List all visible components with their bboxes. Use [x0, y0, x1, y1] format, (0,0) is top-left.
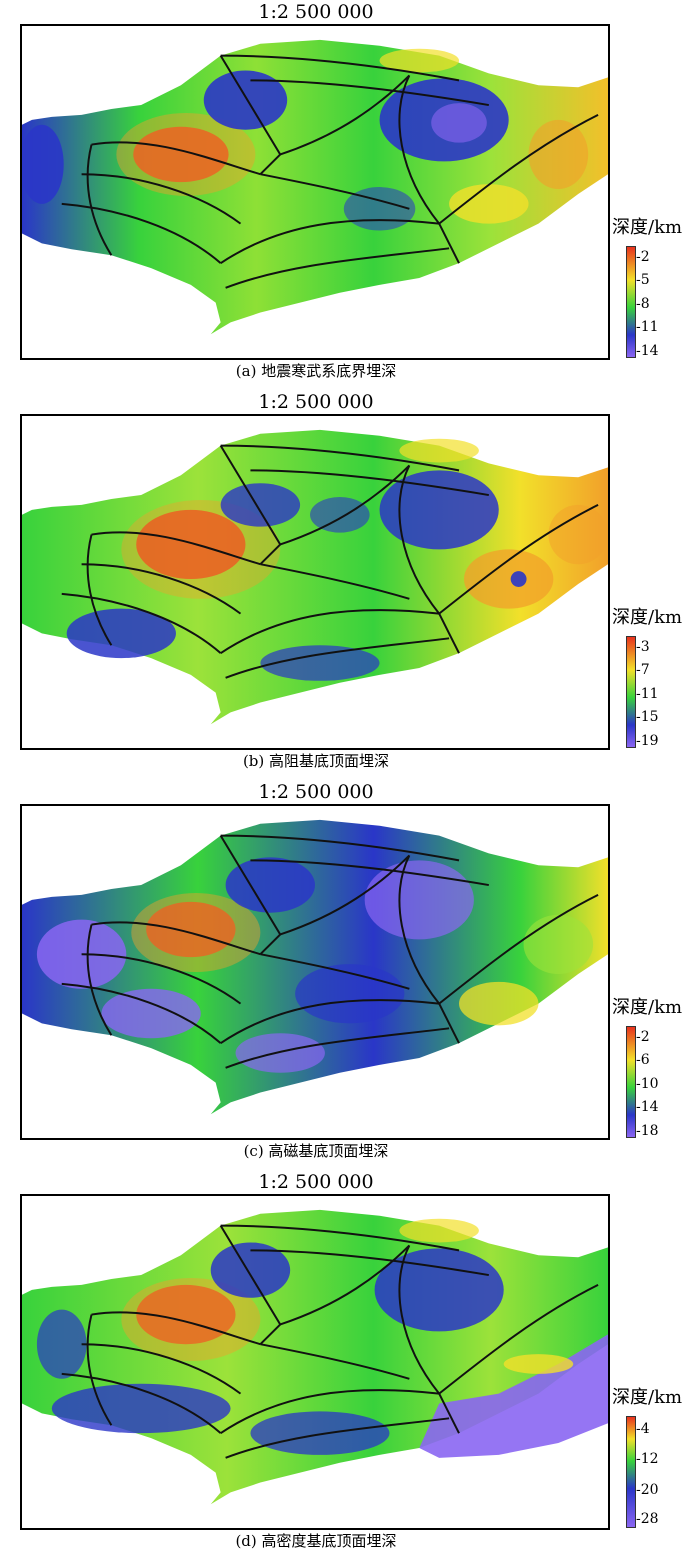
- scale-label: 1:2 500 000: [258, 391, 374, 413]
- depth-map: [22, 429, 608, 725]
- legend-tick: -7: [636, 662, 650, 678]
- basin-shape: [22, 39, 608, 335]
- legend-title: 深度/km: [612, 1387, 683, 1408]
- depth-map: [22, 1209, 608, 1505]
- legend-tick: -14: [636, 343, 659, 359]
- legend-tick: -18: [636, 1123, 659, 1139]
- legend-tick: -10: [636, 1076, 659, 1092]
- map-frame: [20, 1194, 610, 1530]
- color-bar: [626, 1416, 636, 1528]
- legend-title: 深度/km: [612, 997, 683, 1018]
- color-bar: [626, 636, 636, 748]
- map-caption: (c) 高磁基底顶面埋深: [243, 1142, 389, 1160]
- legend-tick: -11: [636, 319, 659, 335]
- legend-tick: -2: [636, 1029, 650, 1045]
- legend-tick: -5: [636, 272, 650, 288]
- color-patches: [36, 857, 594, 1073]
- legend-tick: -28: [636, 1511, 659, 1527]
- scale-label: 1:2 500 000: [258, 1, 374, 23]
- legend-tick: -15: [636, 709, 659, 725]
- scale-label: 1:2 500 000: [258, 1171, 374, 1193]
- legend-tick: -11: [636, 686, 659, 702]
- scale-label: 1:2 500 000: [258, 781, 374, 803]
- fault-lines: [61, 444, 599, 679]
- color-patches: [66, 438, 608, 681]
- legend-tick: -2: [636, 249, 650, 265]
- fault-lines: [61, 834, 599, 1069]
- legend-title: 深度/km: [612, 607, 683, 628]
- legend-tick: -14: [636, 1099, 659, 1115]
- map-frame: [20, 414, 610, 750]
- legend-title: 深度/km: [612, 217, 683, 238]
- legend-tick: -20: [636, 1482, 659, 1498]
- depth-map: [22, 819, 608, 1115]
- legend-tick: -8: [636, 296, 650, 312]
- legend-tick: -6: [636, 1052, 650, 1068]
- map-panel-a: 1:2 500 000: [0, 0, 700, 390]
- map-frame: [20, 804, 610, 1140]
- map-panel-c: 1:2 500 000: [0, 780, 700, 1170]
- legend-tick: -3: [636, 639, 650, 655]
- fault-lines: [61, 1224, 599, 1459]
- depth-map: [22, 39, 608, 335]
- map-caption: (d) 高密度基底顶面埋深: [235, 1532, 397, 1550]
- map-caption: (b) 高阻基底顶面埋深: [242, 752, 390, 770]
- map-panel-b: 1:2 500 000: [0, 390, 700, 780]
- color-patches: [36, 1218, 574, 1455]
- legend-tick: -4: [636, 1421, 650, 1437]
- map-caption: (a) 地震寒武系底界埋深: [235, 362, 397, 380]
- color-bar: [626, 1026, 636, 1138]
- map-panel-d: 1:2 500 000: [0, 1170, 700, 1560]
- color-bar: [626, 246, 636, 358]
- legend-tick: -12: [636, 1451, 659, 1467]
- legend-tick: -19: [636, 733, 659, 749]
- fault-lines: [61, 54, 599, 289]
- color-patches: [22, 48, 589, 231]
- map-frame: [20, 24, 610, 360]
